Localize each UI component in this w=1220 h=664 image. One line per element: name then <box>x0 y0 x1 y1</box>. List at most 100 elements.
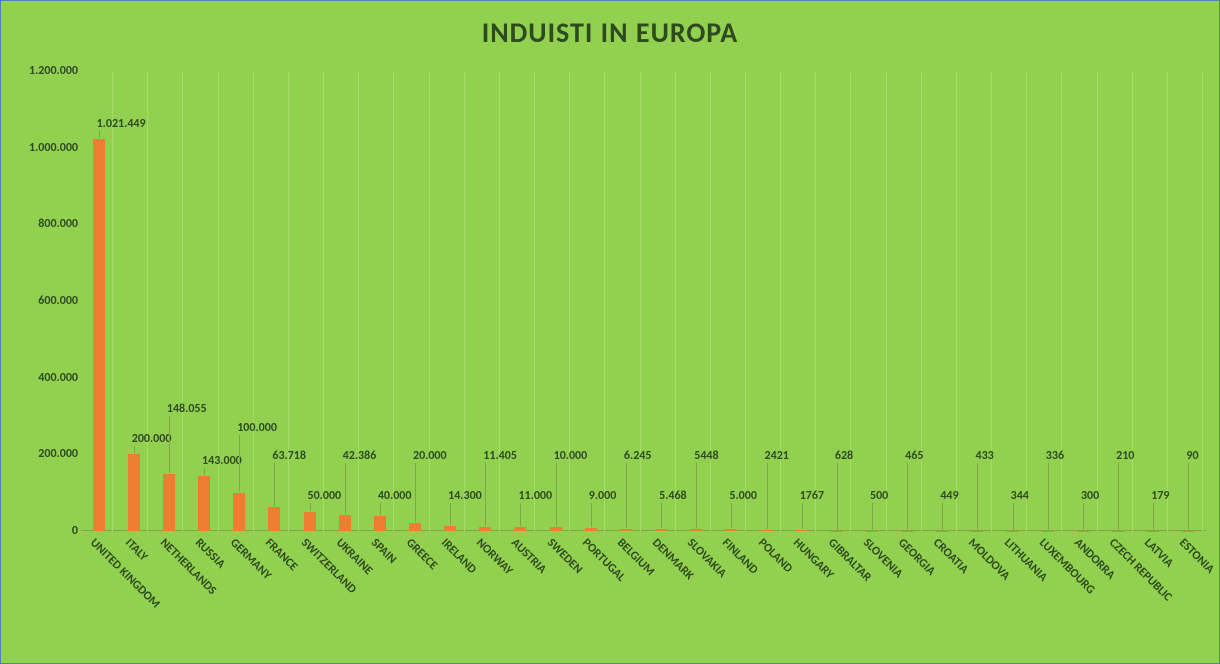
bar <box>655 529 667 531</box>
data-label: 6.245 <box>624 449 652 463</box>
x-label: POLAND <box>755 536 795 576</box>
leader-line <box>626 463 627 528</box>
leader-line <box>837 463 838 530</box>
bar <box>796 530 808 531</box>
bar <box>1007 531 1019 532</box>
bar <box>374 516 386 531</box>
data-label: 179 <box>1151 489 1169 503</box>
gridline <box>393 71 394 531</box>
data-label: 9.000 <box>589 489 617 503</box>
leader-line <box>1013 503 1014 530</box>
leader-line <box>485 463 486 526</box>
y-axis: 0200.000400.000600.000800.0001.000.0001.… <box>13 71 78 531</box>
leader-line <box>169 416 170 473</box>
data-label: 40.000 <box>378 489 412 503</box>
data-label: 5448 <box>694 449 718 463</box>
leader-line <box>134 446 135 453</box>
bar <box>761 530 773 531</box>
leader-line <box>802 503 803 529</box>
gridline <box>1167 71 1168 531</box>
gridline <box>253 71 254 531</box>
data-label: 20.000 <box>413 449 447 463</box>
gridline <box>112 71 113 531</box>
bar <box>514 527 526 531</box>
x-label: CROATIA <box>930 536 971 577</box>
data-label: 5.000 <box>729 489 757 503</box>
data-label: 500 <box>870 489 888 503</box>
bar <box>585 528 597 531</box>
data-label: 50.000 <box>308 489 342 503</box>
leader-line <box>1048 463 1049 530</box>
leader-line <box>204 468 205 475</box>
bar <box>1042 531 1054 532</box>
bar <box>339 515 351 531</box>
leader-line <box>661 503 662 528</box>
leader-line <box>345 463 346 514</box>
x-label: NORWAY <box>473 536 515 578</box>
x-label: ITALY <box>122 536 150 564</box>
leader-line <box>520 503 521 526</box>
data-label: 433 <box>975 449 993 463</box>
bar <box>1077 531 1089 532</box>
leader-line <box>274 463 275 506</box>
bar <box>901 531 913 532</box>
y-tick: 600.000 <box>13 294 78 308</box>
leader-line <box>239 435 240 492</box>
data-label: 628 <box>835 449 853 463</box>
data-label: 11.405 <box>483 449 517 463</box>
data-label: 10.000 <box>554 449 588 463</box>
gridline <box>1026 71 1027 531</box>
leader-line <box>767 463 768 529</box>
data-label: 1767 <box>800 489 824 503</box>
y-tick: 0 <box>13 524 78 538</box>
y-tick: 800.000 <box>13 217 78 231</box>
x-label: IRELAND <box>438 536 479 577</box>
gridline <box>323 71 324 531</box>
gridline <box>464 71 465 531</box>
bar <box>1112 531 1124 532</box>
bar <box>93 139 105 531</box>
leader-line <box>99 131 100 138</box>
y-tick: 400.000 <box>13 371 78 385</box>
data-label: 449 <box>940 489 958 503</box>
gridline <box>604 71 605 531</box>
bar <box>971 531 983 532</box>
data-label: 42.386 <box>343 449 377 463</box>
data-label: 2421 <box>765 449 789 463</box>
leader-line <box>1153 503 1154 530</box>
chart-container: INDUISTI IN EUROPA 0200.000400.000600.00… <box>0 0 1220 664</box>
baseline <box>81 530 1206 531</box>
bar <box>198 476 210 531</box>
bar <box>831 531 843 532</box>
data-label: 143.000 <box>202 454 242 468</box>
data-label: 11.000 <box>518 489 552 503</box>
x-label: SPAIN <box>368 536 399 567</box>
data-label: 465 <box>905 449 923 463</box>
data-label: 336 <box>1046 449 1064 463</box>
data-label: 90 <box>1186 449 1198 463</box>
data-label: 344 <box>1011 489 1029 503</box>
gridline <box>815 71 816 531</box>
gridline <box>1097 71 1098 531</box>
x-label: LATVIA <box>1141 536 1176 571</box>
leader-line <box>450 503 451 525</box>
bar <box>409 523 421 531</box>
leader-line <box>1118 463 1119 530</box>
leader-line <box>872 503 873 530</box>
data-label: 300 <box>1081 489 1099 503</box>
bar <box>128 454 140 531</box>
bar <box>620 529 632 531</box>
data-label: 148.055 <box>167 402 207 416</box>
y-tick: 1.200.000 <box>13 64 78 78</box>
bar <box>690 529 702 531</box>
leader-line <box>1083 503 1084 530</box>
data-label: 1.021.449 <box>97 117 146 131</box>
data-label: 63.718 <box>272 449 306 463</box>
data-label: 14.300 <box>448 489 482 503</box>
bar <box>1147 531 1159 532</box>
x-label: AUSTRIA <box>509 536 550 577</box>
bar <box>233 493 245 531</box>
bar <box>163 474 175 531</box>
leader-line <box>942 503 943 530</box>
leader-line <box>696 463 697 528</box>
